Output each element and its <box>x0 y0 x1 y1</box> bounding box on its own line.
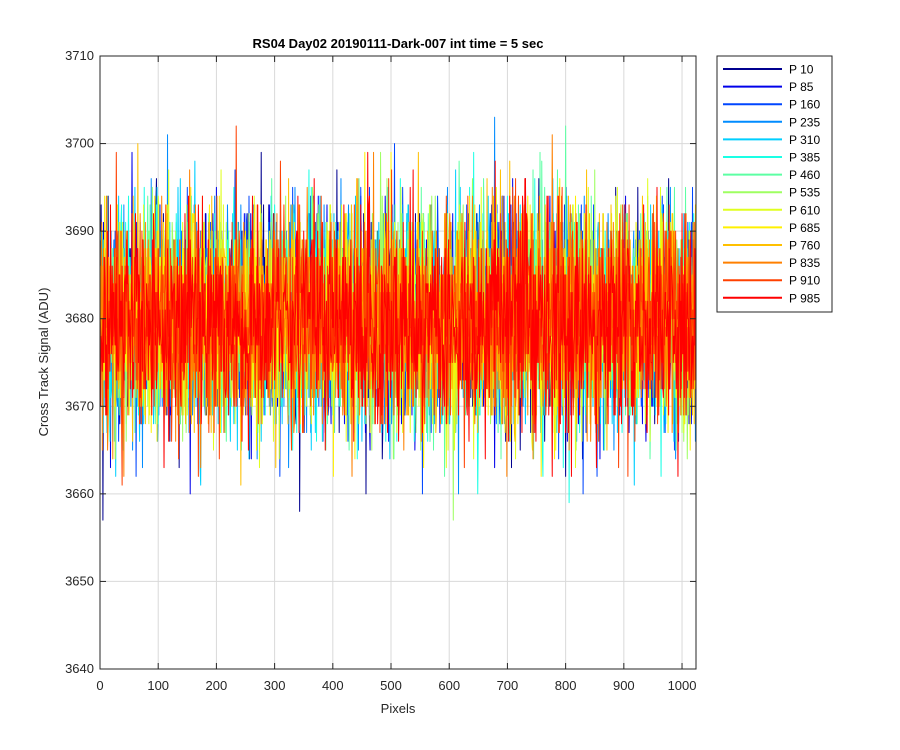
y-tick-label: 3670 <box>65 398 94 413</box>
y-axis-label: Cross Track Signal (ADU) <box>36 288 51 437</box>
legend-label: P 535 <box>789 186 820 200</box>
x-axis: 0 100 200 300 400 500 600 700 800 900 1000 <box>96 56 696 693</box>
legend-label: P 910 <box>789 274 820 288</box>
x-axis-label: Pixels <box>381 701 416 716</box>
y-tick-label: 3710 <box>65 48 94 63</box>
chart-title: RS04 Day02 20190111-Dark-007 int time = … <box>253 36 544 51</box>
legend: P 10 P 85 P 160 P 235 P 310 P 385 P 460 P 535 P … <box>716 55 833 313</box>
series-line-p-985 <box>100 151 696 477</box>
legend-label: P 610 <box>789 203 820 217</box>
y-tick-label: 3680 <box>65 311 94 326</box>
y-axis: 3640 3650 3660 3670 3680 3690 3700 3710 <box>65 48 696 676</box>
legend-label: P 385 <box>789 151 820 165</box>
x-tick-label: 200 <box>206 678 228 693</box>
legend-label: P 85 <box>789 80 814 94</box>
legend-label: P 760 <box>789 239 820 253</box>
y-tick-label: 3690 <box>65 223 94 238</box>
x-tick-label: 300 <box>264 678 286 693</box>
y-tick-label: 3640 <box>65 661 94 676</box>
legend-label: P 460 <box>789 168 820 182</box>
x-tick-label: 600 <box>438 678 460 693</box>
legend-box <box>716 55 833 313</box>
x-tick-label: 700 <box>497 678 519 693</box>
legend-label: P 235 <box>789 115 820 129</box>
plot-frame <box>99 55 697 670</box>
legend-label: P 685 <box>789 221 820 235</box>
x-tick-label: 800 <box>555 678 577 693</box>
x-tick-label: 1000 <box>668 678 697 693</box>
legend-label: P 985 <box>789 291 820 305</box>
series-layer <box>100 116 696 521</box>
x-tick-label: 0 <box>96 678 103 693</box>
y-tick-label: 3700 <box>65 136 94 151</box>
legend-label: P 10 <box>789 63 814 77</box>
x-tick-label: 900 <box>613 678 635 693</box>
legend-label: P 835 <box>789 256 820 270</box>
y-tick-label: 3660 <box>65 486 94 501</box>
legend-label: P 160 <box>789 98 820 112</box>
y-tick-label: 3650 <box>65 573 94 588</box>
x-tick-label: 500 <box>380 678 402 693</box>
x-tick-label: 400 <box>322 678 344 693</box>
x-tick-label: 100 <box>147 678 169 693</box>
legend-label: P 310 <box>789 133 820 147</box>
